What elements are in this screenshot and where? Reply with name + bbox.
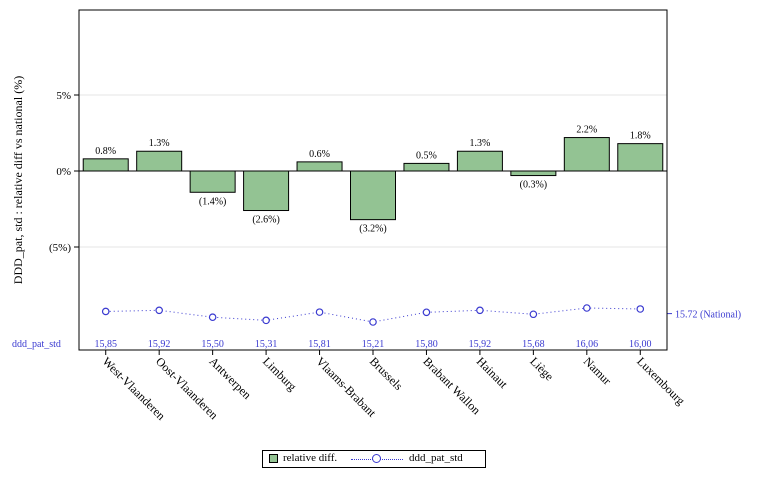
bar-8 xyxy=(510,170,557,177)
ddd-pat-std-value-0: 15,85 xyxy=(94,339,117,350)
bar-label-7: 1.3% xyxy=(469,138,490,149)
x-tick-label-9: Namur xyxy=(581,354,614,387)
x-tick-label-8: Liège xyxy=(527,354,556,383)
ddd-pat-std-value-8: 15,68 xyxy=(522,339,545,350)
y-tick-label-5: 5% xyxy=(56,90,71,102)
y-axis-title: DDD_pat, std : relative diff vs national… xyxy=(11,76,25,284)
bar-1 xyxy=(136,150,183,172)
bar-label-10: 1.8% xyxy=(630,131,651,142)
ddd-pat-std-marker-3 xyxy=(262,316,270,325)
ddd-pat-std-value-2: 15,50 xyxy=(201,339,224,350)
ddd-pat-std-value-7: 15,92 xyxy=(469,339,492,350)
ddd-pat-std-value-3: 15,31 xyxy=(255,339,278,350)
ddd-pat-std-marker-4 xyxy=(315,308,324,316)
bar-10 xyxy=(617,143,664,172)
bar-label-5: (3.2%) xyxy=(359,224,387,235)
ddd-pat-std-marker-6 xyxy=(422,308,431,317)
ddd-pat-std-marker-2 xyxy=(208,313,217,322)
x-tick-label-5: Brussels xyxy=(367,354,406,393)
x-tick-label-10: Luxembourg xyxy=(634,354,688,408)
bar-3 xyxy=(243,170,290,212)
legend-marker-ddd-pat-std xyxy=(372,454,381,463)
bar-2 xyxy=(189,170,236,193)
bar-label-4: 0.6% xyxy=(309,149,330,160)
bar-9 xyxy=(563,137,610,172)
bar-label-0: 0.8% xyxy=(95,146,116,157)
y-tick-label--5: (5%) xyxy=(49,242,71,254)
y-tick-label-0: 0% xyxy=(56,166,71,178)
ddd-pat-std-value-1: 15,92 xyxy=(148,339,171,350)
national-reference-label: 15.72 (National) xyxy=(675,310,741,321)
bar-0 xyxy=(82,158,129,172)
bar-label-1: 1.3% xyxy=(149,138,170,149)
ddd-pat-std-marker-8 xyxy=(529,310,538,319)
ddd-pat-std-value-6: 15,80 xyxy=(415,339,438,350)
bar-label-8: (0.3%) xyxy=(520,180,548,191)
bar-label-6: 0.5% xyxy=(416,150,437,161)
ddd-pat-std-line xyxy=(105,307,641,323)
ddd-pat-std-row-label: ddd_pat_std xyxy=(12,339,61,350)
legend-swatch-relative-diff xyxy=(269,454,278,463)
ddd-pat-std-value-4: 15,81 xyxy=(308,339,331,350)
ddd-pat-std-marker-5 xyxy=(369,318,377,326)
ddd-pat-std-value-9: 16,06 xyxy=(576,339,599,350)
bar-7 xyxy=(456,150,503,172)
bar-label-9: 2.2% xyxy=(576,125,597,136)
ddd-pat-std-value-5: 15,21 xyxy=(362,339,385,350)
ddd-pat-std-marker-0 xyxy=(101,307,110,316)
legend-label-ddd-pat-std: ddd_pat_std xyxy=(409,452,463,464)
x-tick-label-2: Antwerpen xyxy=(207,354,255,402)
bar-5 xyxy=(350,170,396,221)
bar-label-2: (1.4%) xyxy=(199,196,227,207)
ddd-pat-std-marker-9 xyxy=(583,304,591,312)
legend: relative diff. ddd_pat_std xyxy=(262,450,486,468)
x-tick-label-3: Limburg xyxy=(260,354,299,393)
bar-6 xyxy=(403,162,450,172)
legend-label-relative-diff: relative diff. xyxy=(283,452,338,464)
ddd-pat-std-marker-7 xyxy=(476,306,484,315)
ddd-pat-std-marker-1 xyxy=(155,306,163,315)
x-tick-label-7: Hainaut xyxy=(474,354,511,391)
ddd-pat-std-value-10: 16,00 xyxy=(629,339,652,350)
bar-label-3: (2.6%) xyxy=(252,215,280,226)
bar-4 xyxy=(296,161,343,172)
ddd-pat-std-marker-10 xyxy=(636,305,645,313)
